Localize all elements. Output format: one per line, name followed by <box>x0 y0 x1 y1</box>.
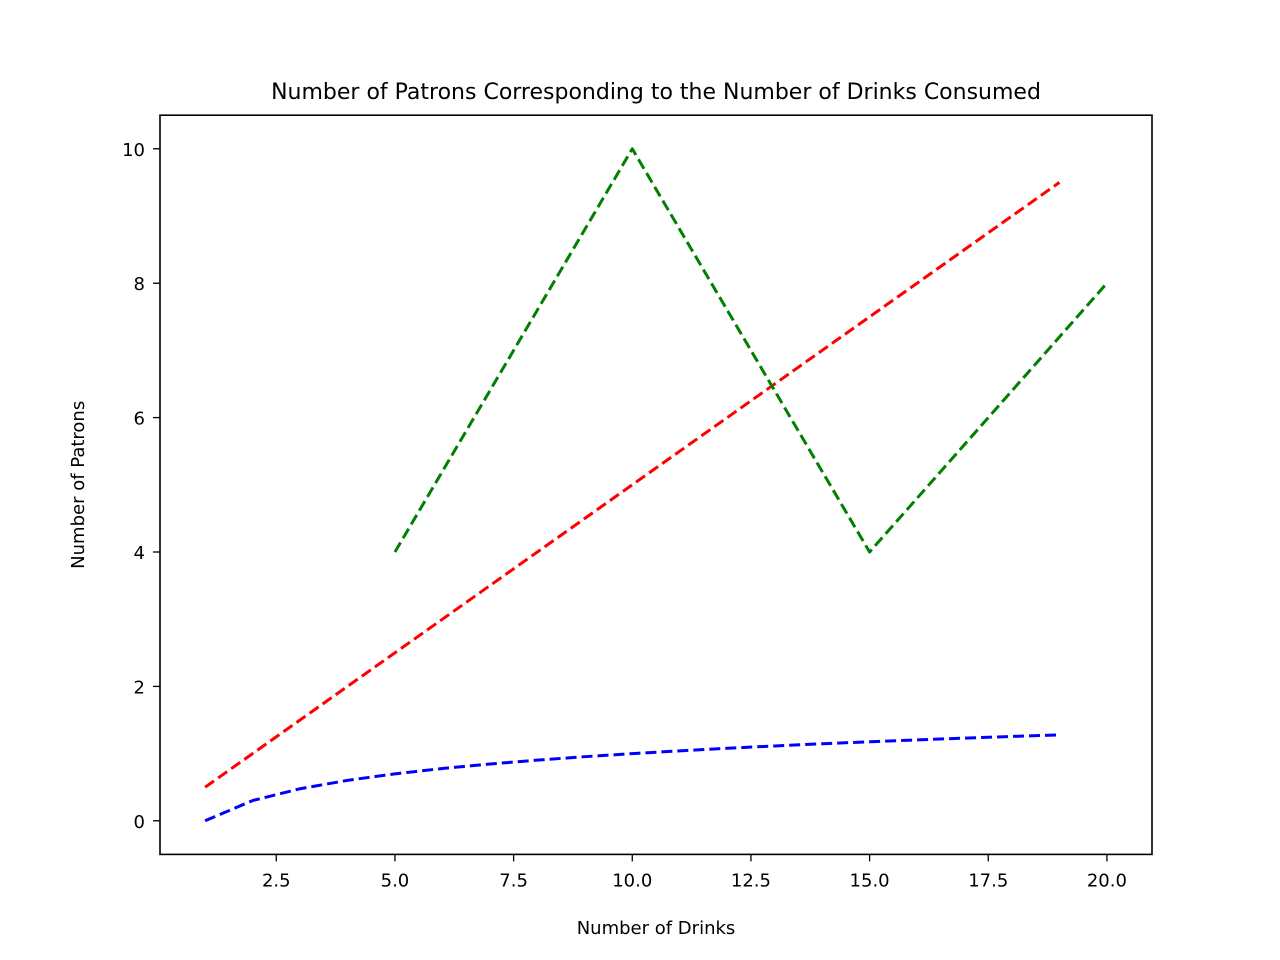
y-tick-label: 0 <box>134 812 145 833</box>
series-line-2 <box>204 181 1061 789</box>
x-tick-label: 20.0 <box>1087 870 1127 891</box>
x-axis-label: Number of Drinks <box>577 918 736 939</box>
x-tick-label: 5.0 <box>381 870 410 891</box>
x-tick-label: 2.5 <box>262 870 291 891</box>
x-tick-label: 7.5 <box>499 870 528 891</box>
series-layer <box>204 147 1109 823</box>
x-tick-label: 12.5 <box>731 870 771 891</box>
x-tick-label: 15.0 <box>850 870 890 891</box>
y-tick-label: 10 <box>122 140 145 161</box>
y-tick-label: 2 <box>134 677 145 698</box>
plot-frame <box>159 114 1153 856</box>
chart-title: Number of Patrons Corresponding to the N… <box>271 80 1041 105</box>
x-tick-label: 17.5 <box>968 870 1008 891</box>
x-axis: 2.5 5.0 7.5 10.0 12.5 15.0 17.5 20.0 <box>262 854 1127 891</box>
x-tick-label: 10.0 <box>612 870 652 891</box>
y-tick-label: 8 <box>134 274 145 295</box>
y-axis: 0 2 4 6 8 10 <box>122 140 160 833</box>
y-tick-label: 4 <box>134 543 145 564</box>
y-axis-label: Number of Patrons <box>68 401 89 569</box>
series-line-1 <box>204 733 1060 823</box>
y-tick-label: 6 <box>134 409 145 430</box>
series-line-3 <box>393 147 1109 554</box>
